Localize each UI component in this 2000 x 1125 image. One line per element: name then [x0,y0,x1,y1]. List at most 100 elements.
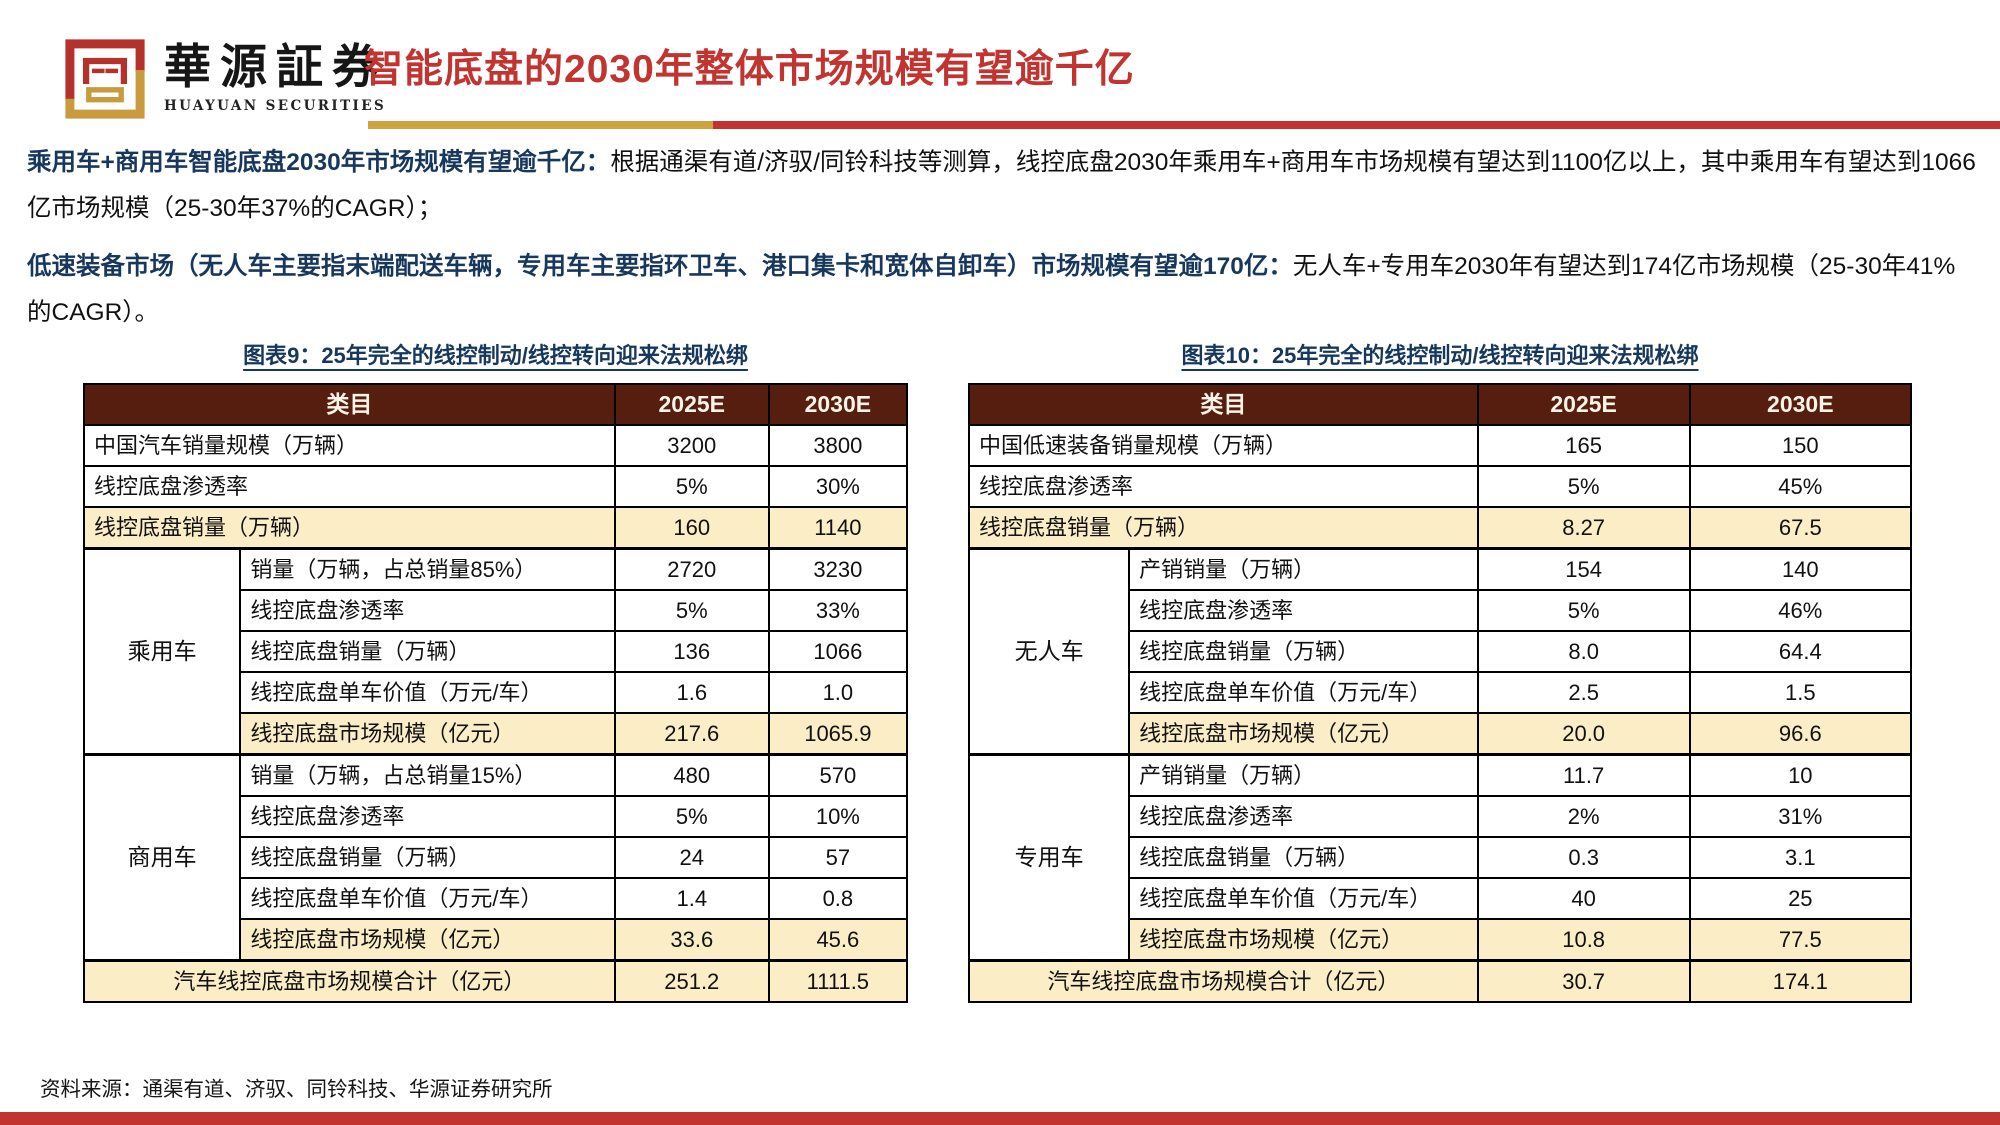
table-row: 线控底盘单车价值（万元/车） 2.5 1.5 [969,671,1913,714]
row-label: 线控底盘销量（万辆） [83,506,616,550]
table-low-speed-equipment-chassis: 类目 2025E 2030E 中国低速装备销量规模（万辆） 165 150 线控底盘渗透率 5… [967,383,1913,1003]
table-row: 乘用车 销量（万辆，占总销量85%） 2720 3230 [82,547,909,756]
value-2025e: 251.2 [613,959,770,1003]
table-header-row: 类目 2025E 2030E [968,383,1913,426]
row-label: 销量（万辆，占总销量85%） [239,547,616,591]
table-row: 线控底盘渗透率 2% 31% [969,795,1913,838]
huayuan-seal-icon [65,39,145,119]
value-2030e: 64.4 [1688,630,1913,673]
table-row: 线控底盘销量（万辆） 160 1140 [83,506,909,550]
figure9-caption: 图表9：25年完全的线控制动/线控转向迎来法规松绑 [243,343,748,368]
value-2030e: 45% [1688,465,1913,508]
value-2025e: 3200 [613,424,770,467]
value-2025e: 5% [613,795,770,838]
value-2030e: 150 [1688,424,1913,467]
value-2025e: 480 [613,753,770,797]
paragraph-low-speed: 低速装备市场（无人车主要指末端配送车辆，专用车主要指环卫车、港口集卡和宽体自卸车… [27,244,1977,335]
value-2025e: 2720 [613,547,770,591]
value-2025e: 165 [1476,424,1691,467]
table-row: 线控底盘市场规模（亿元） 20.0 96.6 [969,712,1913,756]
column-header-2030e: 2030E [767,383,909,426]
value-2030e: 33% [767,589,909,632]
value-2030e: 140 [1688,547,1913,591]
value-2030e: 570 [767,753,909,797]
table-row: 线控底盘销量（万辆） 24 57 [84,836,909,879]
value-2030e: 10 [1688,753,1913,797]
row-label: 线控底盘销量（万辆） [239,836,616,879]
table-row: 线控底盘销量（万辆） 0.3 3.1 [969,836,1913,879]
table-row: 线控底盘单车价值（万元/车） 1.4 0.8 [84,877,909,920]
column-header-2030e: 2030E [1688,383,1913,426]
paragraph-body-text: 无人车+专用车2030年有望达到174亿市场规模（25-30年41%的CAGR）… [27,253,1956,326]
value-2030e: 10% [767,795,909,838]
table-header-row: 类目 2025E 2030E [83,383,909,426]
table-row: 线控底盘单车价值（万元/车） 40 25 [969,877,1913,920]
row-label: 汽车线控底盘市场规模合计（亿元） [968,959,1479,1003]
value-2030e: 1111.5 [767,959,909,1003]
figure10-caption: 图表10：25年完全的线控制动/线控转向迎来法规松绑 [1181,343,1699,368]
group-label: 专用车 [967,753,1131,962]
group-label: 乘用车 [82,547,242,756]
value-2030e: 25 [1688,877,1913,920]
table-row: 线控底盘市场规模（亿元） 10.8 77.5 [969,918,1913,962]
row-label: 线控底盘市场规模（亿元） [239,918,616,962]
row-label: 线控底盘渗透率 [239,795,616,838]
value-2025e: 11.7 [1476,753,1691,797]
row-label: 线控底盘单车价值（万元/车） [239,877,616,920]
page-title: 智能底盘的2030年整体市场规模有望逾千亿 [364,48,1135,91]
table-row: 线控底盘市场规模（亿元） 217.6 1065.9 [84,712,909,756]
value-2025e: 30.7 [1476,959,1691,1003]
row-label: 线控底盘渗透率 [239,589,616,632]
row-label: 中国低速装备销量规模（万辆） [968,424,1479,467]
column-header-category: 类目 [968,383,1479,426]
value-2030e: 30% [767,465,909,508]
logo-text: 華源証券 HUAYUAN SECURITIES [164,34,388,114]
paragraph-body-text: 根据通渠有道/济驭/同铃科技等测算，线控底盘2030年乘用车+商用车市场规模有望… [27,149,1976,222]
value-2025e: 5% [1476,589,1691,632]
value-2025e: 0.3 [1476,836,1691,879]
value-2030e: 3800 [767,424,909,467]
row-label: 产销销量（万辆） [1128,547,1479,591]
value-2030e: 0.8 [767,877,909,920]
row-label: 线控底盘销量（万辆） [1128,630,1479,673]
row-label: 线控底盘渗透率 [83,465,616,508]
paragraph-lead-text: 乘用车+商用车智能底盘2030年市场规模有望逾千亿： [27,149,611,176]
value-2025e: 1.4 [613,877,770,920]
value-2025e: 8.0 [1476,630,1691,673]
value-2025e: 8.27 [1476,506,1691,550]
row-label: 线控底盘销量（万辆） [968,506,1479,550]
table-row: 线控底盘渗透率 5% 10% [84,795,909,838]
table-row: 线控底盘销量（万辆） 8.27 67.5 [968,506,1913,550]
logo-cn-text: 華源証券 [164,40,388,95]
column-header-2025e: 2025E [1476,383,1691,426]
value-2025e: 5% [1476,465,1691,508]
table-row: 线控底盘单车价值（万元/车） 1.6 1.0 [84,671,909,714]
table-row: 中国低速装备销量规模（万辆） 165 150 [968,424,1913,467]
table-row: 汽车线控底盘市场规模合计（亿元） 30.7 174.1 [968,959,1913,1003]
value-2030e: 96.6 [1688,712,1913,756]
table-row: 线控底盘销量（万辆） 136 1066 [84,630,909,673]
title-underline-red-segment [713,121,2000,129]
value-2030e: 3.1 [1688,836,1913,879]
row-label: 线控底盘渗透率 [968,465,1479,508]
value-2025e: 33.6 [613,918,770,962]
bottom-red-bar [0,1112,2000,1125]
row-label: 线控底盘渗透率 [1128,589,1479,632]
paragraph-passenger-commercial: 乘用车+商用车智能底盘2030年市场规模有望逾千亿：根据通渠有道/济驭/同铃科技… [27,140,1977,231]
value-2025e: 24 [613,836,770,879]
value-2030e: 1065.9 [767,712,909,756]
value-2025e: 217.6 [613,712,770,756]
value-2025e: 2.5 [1476,671,1691,714]
row-label: 线控底盘市场规模（亿元） [1128,918,1479,962]
huayuan-logo: 華源証券 HUAYUAN SECURITIES [60,34,388,124]
value-2030e: 3230 [767,547,909,591]
row-label: 线控底盘市场规模（亿元） [239,712,616,756]
value-2025e: 5% [613,589,770,632]
row-label: 中国汽车销量规模（万辆） [83,424,616,467]
source-note: 资料来源：通渠有道、济驭、同铃科技、华源证券研究所 [40,1078,553,1101]
row-label: 产销销量（万辆） [1128,753,1479,797]
group-label: 无人车 [967,547,1131,756]
value-2025e: 154 [1476,547,1691,591]
value-2030e: 1.5 [1688,671,1913,714]
